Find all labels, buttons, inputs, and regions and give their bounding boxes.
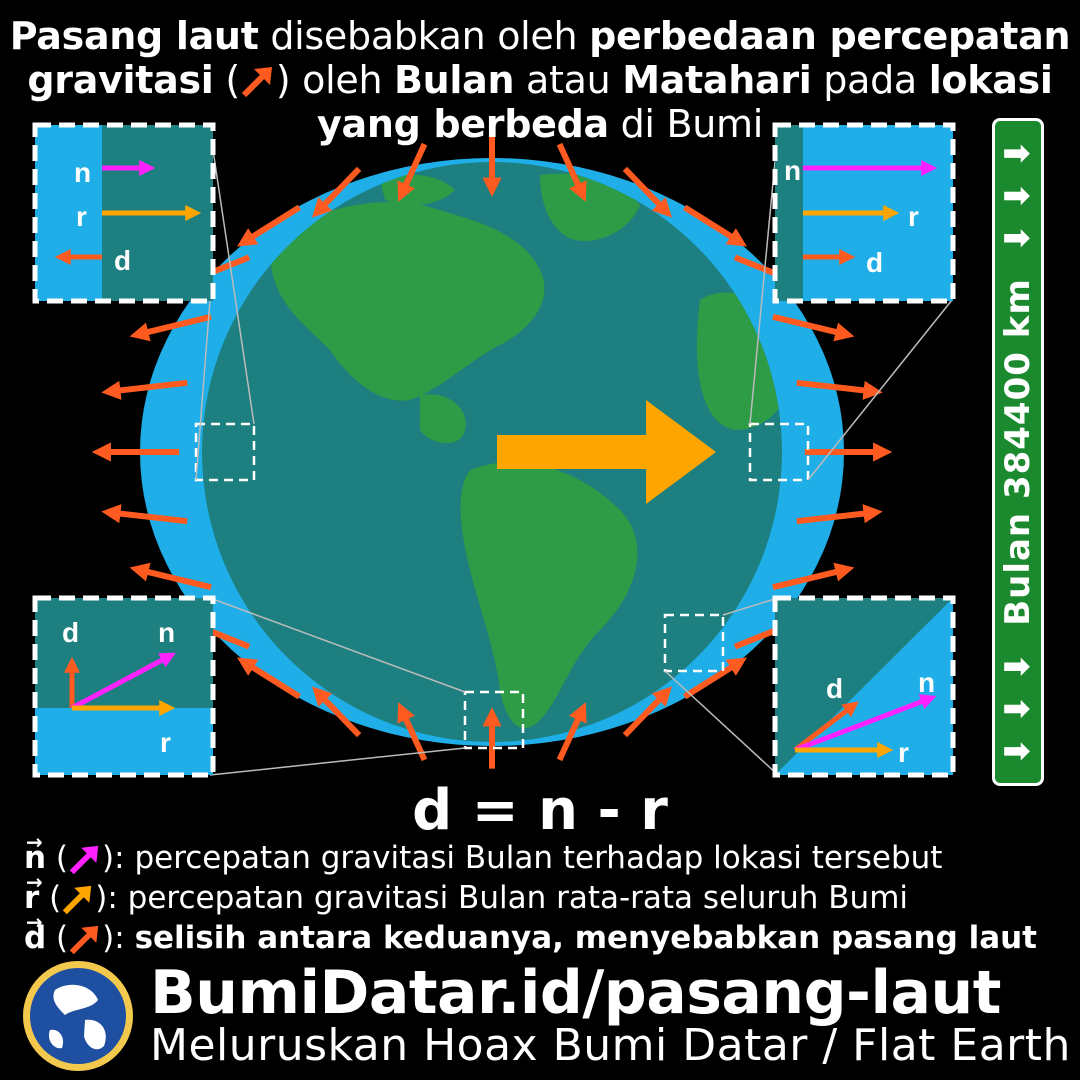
tidal-arrow (772, 313, 855, 342)
d-label: d (866, 247, 883, 278)
r-label: r (160, 727, 171, 758)
r-label: r (898, 737, 909, 768)
d-label: d (114, 245, 131, 276)
tidal-arrow (556, 702, 587, 762)
legend-item-d: d (): selisih antara keduanya, menyebabk… (24, 918, 1037, 958)
tidal-arrow (129, 313, 212, 342)
tidal-arrow (796, 379, 883, 400)
tidal-arrow (397, 142, 428, 202)
tidal-arrow (237, 657, 301, 700)
tidal-arrow (796, 504, 883, 525)
legend-item-n: n (): percepatan gravitasi Bulan terhada… (24, 838, 942, 878)
n-label: n (918, 667, 935, 698)
tidal-arrow (683, 204, 747, 247)
d-label: d (826, 673, 843, 704)
title-line-1: Pasang laut disebabkan oleh perbedaan pe… (9, 14, 1071, 58)
inset-top-right: n r d (772, 122, 956, 304)
d-label: d (62, 617, 79, 648)
tidal-arrow (311, 686, 362, 738)
moon-distance-sign: ⬇ ⬇ ⬇ Bulan 384400 km ⬇ ⬇ ⬇ (992, 118, 1044, 786)
inset-bottom-left: d n r (32, 595, 216, 778)
inset-top-left: n r d (32, 122, 216, 304)
globe-logo-icon (23, 961, 133, 1071)
n-label: n (158, 617, 175, 648)
title: Pasang laut disebabkan oleh perbedaan pe… (0, 14, 1080, 146)
sample-box-right (748, 422, 810, 482)
sample-box-left (194, 422, 256, 482)
tidal-arrow (556, 142, 587, 202)
arrow-icon (63, 885, 92, 914)
moon-direction-arrow (497, 400, 716, 504)
tidal-arrow (101, 504, 188, 525)
arrow-icon (241, 67, 272, 98)
n-vector (794, 694, 937, 753)
tidal-arrow (311, 166, 362, 218)
tidal-arrow (683, 657, 747, 700)
tidal-arrow (101, 379, 188, 400)
tidal-arrow (772, 562, 855, 591)
title-line-3: yang berbeda di Bumi (317, 102, 763, 146)
moon-distance-text: ⬇ ⬇ ⬇ Bulan 384400 km ⬇ ⬇ ⬇ (998, 138, 1038, 766)
arrow-icon (69, 925, 99, 954)
down-arrows-icon: ⬇ ⬇ ⬇ (998, 651, 1038, 766)
tagline: Meluruskan Hoax Bumi Datar / Flat Earth (150, 1020, 1071, 1071)
formula: d = n - r (412, 778, 668, 843)
down-arrows-icon: ⬇ ⬇ ⬇ (998, 138, 1038, 253)
tidal-arrow (622, 166, 673, 218)
n-vector (70, 652, 176, 711)
n-label: n (784, 155, 801, 186)
sample-box-bottom (463, 690, 525, 750)
sample-box-bottom-right (663, 613, 725, 673)
site-url[interactable]: BumiDatar.id/pasang-laut (150, 958, 1001, 1028)
tidal-arrow (622, 686, 673, 738)
r-label: r (908, 201, 919, 232)
r-label: r (76, 201, 87, 232)
arrow-icon (69, 845, 99, 874)
d-vector (793, 701, 859, 752)
legend-item-r: r (): percepatan gravitasi Bulan rata-ra… (24, 878, 908, 918)
n-label: n (74, 157, 91, 188)
title-line-2: gravitasi () oleh Bulan atau Matahari pa… (27, 58, 1053, 102)
tidal-arrows (91, 135, 893, 769)
inset-bottom-right: d n r (772, 595, 956, 778)
tidal-arrow (129, 562, 212, 591)
tidal-arrow (237, 204, 301, 247)
